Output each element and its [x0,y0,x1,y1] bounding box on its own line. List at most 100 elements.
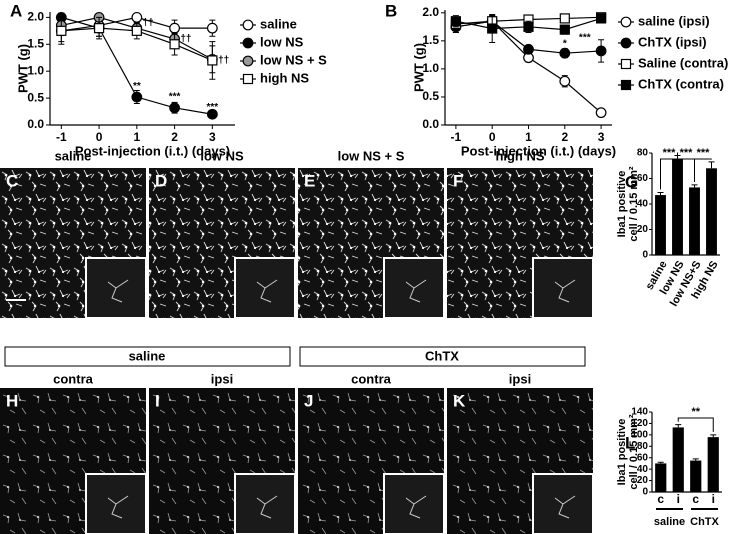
annotation: *** [169,92,181,103]
significance: *** [697,147,711,159]
annotation: *** [579,33,591,44]
data-point [169,39,180,50]
data-point [596,13,607,24]
legend-label: saline [260,16,297,31]
y-tick-label: 140 [631,407,648,418]
legend-label: saline (ipsi) [638,13,710,28]
panel-letter: D [155,171,167,190]
legend-marker [620,16,632,28]
x-axis-label: Post-injection (i.t.) (days) [461,143,616,158]
y-tick-label: 80 [637,441,649,452]
y-axis-label: PWT (g) [15,44,30,93]
x-tick-label: -1 [451,130,462,144]
data-point [595,45,607,57]
significance: ** [691,406,700,418]
y-tick-label: 40 [637,464,649,475]
data-point [523,21,534,32]
data-point [93,23,105,34]
panel-letter: F [453,171,463,190]
x-tick-label: -1 [56,130,67,144]
legend-marker [620,37,632,49]
y-tick-label: 0.5 [27,90,44,104]
y-tick-label: 1.0 [27,63,44,77]
x-tick-label: c [692,492,699,506]
error-bar [708,161,715,169]
legend-label: low NS + S [260,52,327,67]
bracket [694,158,712,182]
significance: *** [680,147,694,159]
group-label: ChTX [690,516,719,528]
data-point [169,102,180,114]
y-tick-label: 60 [637,173,649,184]
x-tick-label: 1 [133,130,140,144]
legend-label: low NS [260,34,304,49]
y-tick-label: 2.0 [27,10,44,24]
y-axis-label: cell / 0.15 mm² [628,414,640,490]
error-bar [710,434,717,438]
inset [234,473,296,534]
data-point [559,47,571,59]
inset-cell [405,495,427,519]
bar [707,437,719,492]
x-tick-label: i [712,492,715,506]
y-tick-label: 1.0 [422,61,439,75]
x-tick-label: c [657,492,664,506]
x-axis-label: Post-injection (i.t.) (days) [75,143,230,158]
panel-title: saline [55,148,92,163]
y-tick-label: 0.0 [422,117,439,131]
legend-marker [620,58,632,70]
bar [690,460,702,492]
y-tick-label: 100 [631,429,648,440]
data-point [559,13,570,24]
inset-cell [107,495,129,519]
annotation: * [563,38,567,49]
inset-cell [554,495,576,519]
annotation: *** [207,102,219,113]
panel-letter: E [304,171,315,190]
x-tick-label: i [677,492,680,506]
data-point [131,25,142,36]
bar [655,195,666,255]
data-point [131,11,143,23]
panel-letter: H [6,391,18,410]
bracket [677,417,714,432]
y-axis-label: cell / 0.15 mm² [628,166,640,242]
legend-marker [620,79,632,91]
group-label: saline [654,516,685,528]
data-point [450,16,461,27]
annotation: †† [143,17,154,28]
x-tick-label: 3 [209,130,216,144]
data-point [206,22,218,34]
error-bar [675,424,682,428]
y-tick-label: 20 [637,475,649,486]
data-point [169,22,180,34]
group-box [299,346,586,367]
data-point [559,24,570,35]
data-point [56,25,67,36]
x-tick-label: 0 [489,130,496,144]
bar [689,187,700,255]
panel-letter: B [385,1,397,20]
data-point [523,43,534,55]
inset-cell [554,279,576,303]
legend-marker [242,37,254,49]
inset [532,473,594,534]
panel-title: contra [53,371,94,386]
bar [655,463,667,492]
error-bar [657,461,664,464]
y-tick-label: 60 [637,452,649,463]
y-tick-label: 20 [637,224,649,235]
x-tick-label: 0 [96,130,103,144]
panel-letter: G [625,172,638,191]
bar [672,159,683,255]
data-point [207,55,218,66]
y-tick-label: 0.5 [422,89,439,103]
annotation: ** [133,81,141,92]
legend-label: ChTX (contra) [638,76,724,91]
data-point [559,75,571,87]
y-tick-label: 1.5 [422,33,439,47]
y-tick-label: 0 [642,250,648,261]
panel-letter: A [10,1,22,20]
group-box [4,346,291,367]
